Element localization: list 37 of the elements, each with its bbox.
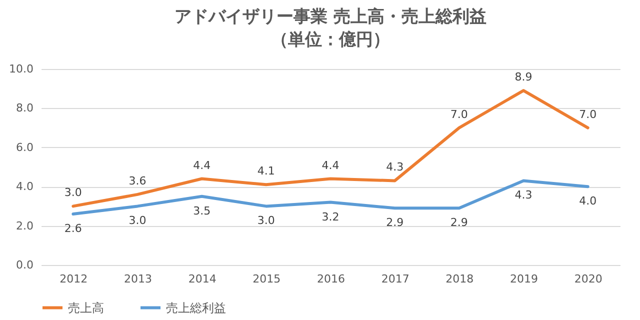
data-label: 7.0	[579, 108, 597, 121]
data-label: 4.0	[579, 194, 597, 208]
data-label: 3.2	[322, 210, 340, 224]
y-tick-label: 4.0	[16, 180, 34, 194]
x-tick-label: 2016	[317, 272, 345, 286]
data-label: 4.4	[322, 158, 340, 172]
y-tick-label: 10.0	[9, 62, 34, 76]
x-tick-label: 2013	[124, 272, 152, 286]
x-tick-label: 2018	[446, 272, 474, 286]
y-tick-label: 0.0	[16, 258, 34, 272]
chart-subtitle: （単位：億円）	[271, 30, 390, 50]
x-tick-label: 2019	[510, 272, 538, 286]
data-label: 4.1	[257, 164, 275, 178]
data-label: 4.3	[386, 160, 404, 174]
y-tick-label: 6.0	[16, 140, 34, 154]
data-label: 7.0	[450, 108, 468, 121]
x-tick-label: 2014	[188, 272, 216, 286]
data-label: 2.6	[64, 222, 82, 236]
data-label: 3.0	[64, 186, 82, 200]
y-tick-label: 2.0	[16, 219, 34, 232]
data-label: 3.0	[128, 214, 146, 228]
x-tick-label: 2015	[252, 272, 281, 286]
data-label: 8.9	[514, 70, 532, 84]
x-tick-label: 2017	[381, 272, 410, 286]
data-label: 3.0	[257, 214, 275, 228]
data-label: 4.4	[193, 158, 211, 172]
chart-title: アドバイザリー事業 売上高・売上総利益	[174, 7, 486, 27]
x-tick-label: 2012	[60, 272, 88, 286]
data-label: 2.9	[386, 216, 404, 230]
y-tick-label: 8.0	[16, 102, 34, 115]
data-label: 3.6	[128, 174, 146, 188]
legend-label: 売上高	[68, 300, 104, 315]
data-label: 3.5	[193, 204, 211, 218]
data-label: 4.3	[514, 188, 532, 202]
x-tick-label: 2020	[574, 272, 602, 286]
data-label: 2.9	[450, 216, 468, 230]
legend-label: 売上総利益	[166, 300, 226, 315]
